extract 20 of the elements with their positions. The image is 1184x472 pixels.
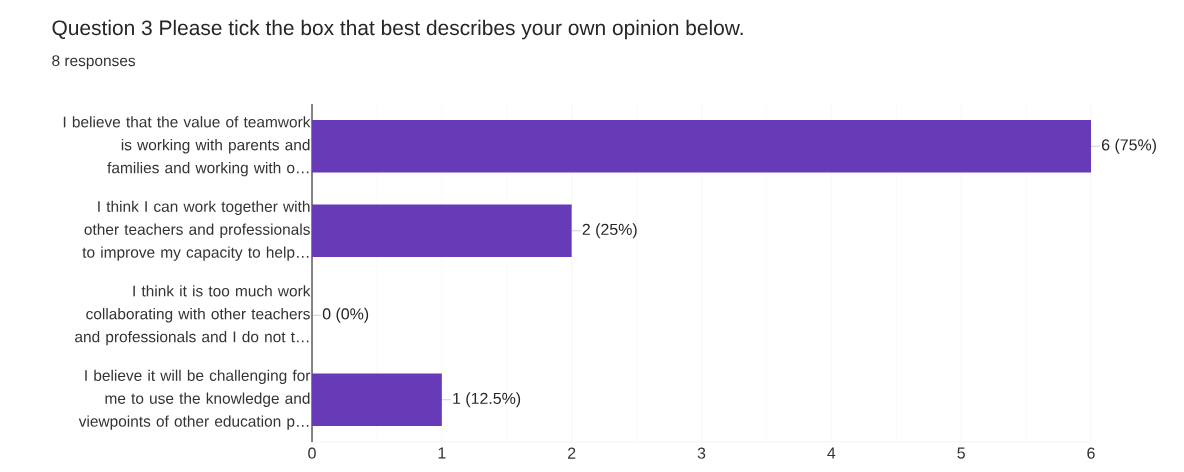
y-tick-label: I think I can work together with other teachers and professionals to improve my capacity to help…	[82, 200, 310, 261]
data-label: 0 (0%)	[322, 307, 369, 323]
x-tick-label: 0	[308, 447, 316, 459]
x-tick-label: 1	[438, 447, 446, 459]
data-label: 2 (25%)	[582, 223, 637, 239]
data-label: 6 (75%)	[1102, 138, 1156, 154]
bar	[312, 120, 1091, 173]
x-tick-label: 5	[957, 447, 965, 459]
x-tick-label: 3	[697, 447, 706, 459]
x-tick-label: 6	[1087, 447, 1095, 459]
y-tick-label: I believe it will be challenging for me to use the knowledge and viewpoints of other education p…	[78, 369, 311, 430]
x-tick-label: 4	[827, 447, 836, 459]
y-tick-label: I believe that the value of teamwork is working with parents and families and working with o…	[63, 116, 311, 177]
y-tick-label: I think it is too much work collaborating with other teachers and professionals and I do not t…	[75, 285, 311, 346]
bar	[312, 204, 572, 257]
text: 8 responses	[52, 55, 136, 70]
x-tick-label: 2	[568, 447, 576, 459]
chart-title: Question 3 Please tick the box that best describes your own opinion below.	[52, 19, 743, 40]
data-label: 1 (12.5%)	[453, 392, 521, 408]
bar	[312, 373, 442, 426]
